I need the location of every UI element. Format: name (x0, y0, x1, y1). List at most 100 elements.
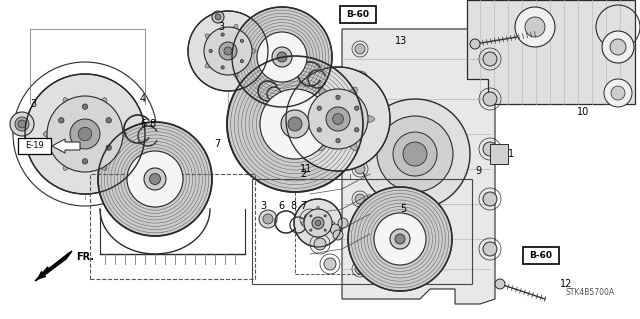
Circle shape (286, 67, 390, 171)
Ellipse shape (319, 133, 331, 151)
Text: 4: 4 (140, 94, 146, 104)
Circle shape (483, 192, 497, 206)
Circle shape (390, 229, 410, 249)
Ellipse shape (231, 24, 238, 38)
Circle shape (483, 92, 497, 106)
Circle shape (70, 119, 100, 149)
Circle shape (602, 31, 634, 63)
Text: B-60: B-60 (529, 251, 552, 260)
Circle shape (483, 142, 497, 156)
Ellipse shape (346, 87, 357, 105)
Circle shape (355, 164, 365, 174)
Circle shape (312, 217, 324, 229)
Circle shape (317, 128, 321, 132)
Text: 6: 6 (140, 119, 146, 129)
Circle shape (106, 145, 111, 150)
Circle shape (360, 99, 470, 209)
Ellipse shape (95, 153, 107, 170)
Circle shape (338, 218, 348, 228)
Circle shape (495, 279, 505, 289)
Circle shape (355, 194, 365, 204)
Circle shape (260, 89, 330, 159)
Circle shape (333, 114, 344, 124)
Circle shape (355, 134, 365, 144)
Circle shape (59, 145, 64, 150)
Polygon shape (52, 139, 80, 153)
Circle shape (241, 60, 244, 63)
Circle shape (308, 89, 368, 149)
Circle shape (150, 174, 161, 184)
Text: STK4B5700A: STK4B5700A (565, 288, 614, 297)
Circle shape (15, 117, 29, 131)
Circle shape (221, 66, 224, 69)
Ellipse shape (301, 115, 321, 123)
Circle shape (209, 49, 212, 53)
Ellipse shape (63, 98, 75, 115)
Bar (490, 144, 508, 164)
Circle shape (272, 47, 292, 67)
Circle shape (288, 117, 302, 131)
Circle shape (377, 116, 453, 192)
Circle shape (221, 33, 224, 36)
Circle shape (263, 214, 273, 224)
Circle shape (257, 32, 307, 82)
Circle shape (304, 209, 332, 237)
Text: FR.: FR. (76, 252, 94, 262)
Circle shape (483, 242, 497, 256)
Circle shape (525, 17, 545, 37)
Ellipse shape (231, 64, 238, 78)
Text: 7: 7 (214, 139, 220, 149)
FancyArrowPatch shape (39, 253, 70, 278)
Circle shape (294, 199, 342, 247)
Text: E-19: E-19 (25, 142, 44, 151)
Circle shape (83, 159, 88, 164)
Ellipse shape (355, 115, 374, 123)
Circle shape (310, 229, 312, 231)
Text: 7: 7 (300, 201, 307, 211)
Circle shape (98, 122, 212, 236)
Circle shape (47, 96, 123, 172)
Circle shape (310, 215, 312, 217)
FancyBboxPatch shape (18, 138, 51, 154)
Text: 1: 1 (508, 149, 514, 159)
Circle shape (144, 168, 166, 190)
Circle shape (333, 230, 343, 240)
Ellipse shape (95, 98, 107, 115)
Circle shape (470, 39, 480, 49)
Circle shape (281, 110, 309, 138)
Circle shape (611, 86, 625, 100)
Circle shape (25, 74, 145, 194)
Circle shape (374, 213, 426, 265)
Polygon shape (35, 251, 72, 281)
Circle shape (355, 74, 365, 84)
Bar (295, 134, 410, 274)
Circle shape (215, 14, 221, 20)
Circle shape (326, 107, 350, 131)
Text: 9: 9 (475, 166, 481, 176)
Text: 3: 3 (30, 99, 36, 109)
Circle shape (204, 27, 252, 75)
Ellipse shape (205, 34, 217, 44)
Circle shape (212, 11, 224, 23)
Circle shape (317, 106, 321, 110)
Ellipse shape (301, 221, 310, 225)
Text: 11: 11 (300, 164, 312, 174)
Bar (90, 174, 255, 279)
Text: B-60: B-60 (346, 10, 369, 19)
Circle shape (393, 132, 437, 176)
Circle shape (355, 106, 359, 110)
Circle shape (336, 138, 340, 143)
Circle shape (10, 112, 34, 136)
FancyBboxPatch shape (340, 6, 376, 23)
Ellipse shape (346, 133, 357, 151)
Circle shape (219, 42, 237, 60)
Circle shape (314, 238, 326, 250)
Text: 5: 5 (400, 204, 406, 214)
Ellipse shape (326, 221, 335, 225)
Circle shape (188, 11, 268, 91)
Text: 3: 3 (218, 22, 224, 32)
Circle shape (18, 120, 26, 128)
Circle shape (224, 47, 232, 55)
Circle shape (232, 7, 332, 107)
FancyBboxPatch shape (523, 247, 559, 264)
